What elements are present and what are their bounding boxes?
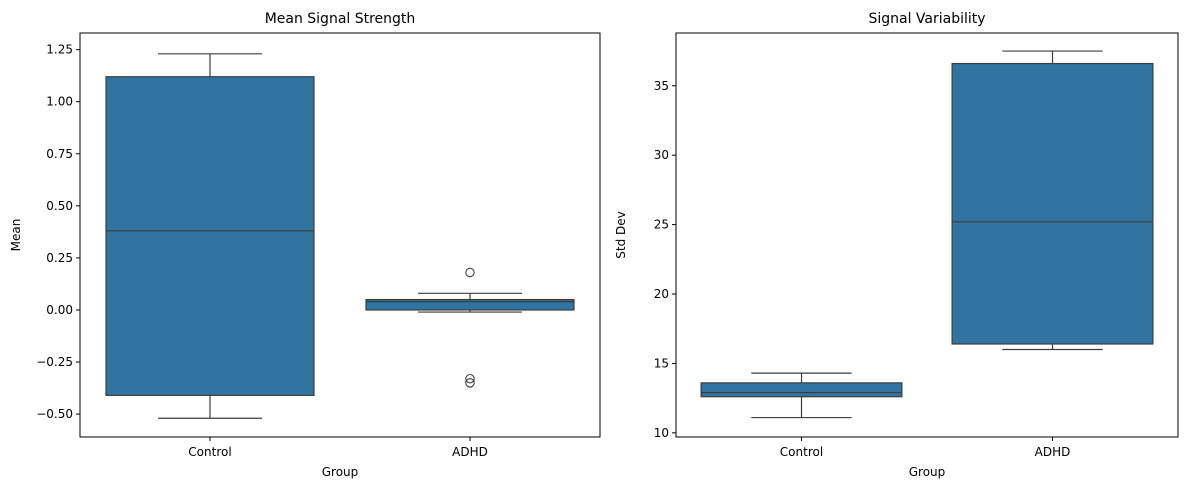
y-tick-label: 0.25 xyxy=(46,251,73,265)
box-adhd xyxy=(365,267,575,388)
box-iqr xyxy=(105,76,315,396)
box-iqr xyxy=(700,382,903,398)
axes-frame xyxy=(79,32,601,438)
y-tick-label: 20 xyxy=(654,287,669,301)
y-tick-label: 0.50 xyxy=(46,199,73,213)
axes-frame xyxy=(675,32,1179,438)
box-adhd xyxy=(951,50,1154,351)
y-tick-label: −0.25 xyxy=(36,355,73,369)
y-tick-label: 0.00 xyxy=(46,303,73,317)
y-axis-label: Std Dev xyxy=(614,211,628,258)
x-tick-label: ADHD xyxy=(1035,445,1071,459)
outlier-point xyxy=(465,378,475,388)
chart-title: Mean Signal Strength xyxy=(265,11,416,27)
chart-title: Signal Variability xyxy=(868,11,985,27)
x-tick-label: Control xyxy=(780,445,823,459)
box-control xyxy=(105,53,315,419)
chart-panel-signal-variability: 10 15 20 25 30 35 Control ADHD Signal Variabilit… xyxy=(614,11,1179,479)
box-control xyxy=(700,372,903,419)
y-tick-label: −0.50 xyxy=(36,407,73,421)
y-tick-label: 35 xyxy=(654,79,669,93)
x-axis-label: Group xyxy=(322,465,359,479)
y-tick-label: 10 xyxy=(654,426,669,440)
outlier-point xyxy=(465,267,475,278)
y-tick-label: 25 xyxy=(654,218,669,232)
x-tick-label: ADHD xyxy=(452,445,488,459)
chart-panel-mean-signal-strength: −0.50 −0.25 0.00 0.25 0.50 0.75 1.00 1.25 Contro… xyxy=(9,11,601,479)
y-axis-label: Mean xyxy=(9,219,23,252)
x-axis-label: Group xyxy=(909,465,946,479)
x-tick-label: Control xyxy=(188,445,231,459)
y-tick-label: 0.75 xyxy=(46,147,73,161)
outlier-point xyxy=(465,373,475,384)
y-tick-label: 1.25 xyxy=(46,43,73,57)
box-iqr xyxy=(951,62,1154,345)
box-iqr xyxy=(365,298,575,311)
y-tick-label: 1.00 xyxy=(46,95,73,109)
y-tick-label: 30 xyxy=(654,148,669,162)
y-tick-label: 15 xyxy=(654,356,669,370)
